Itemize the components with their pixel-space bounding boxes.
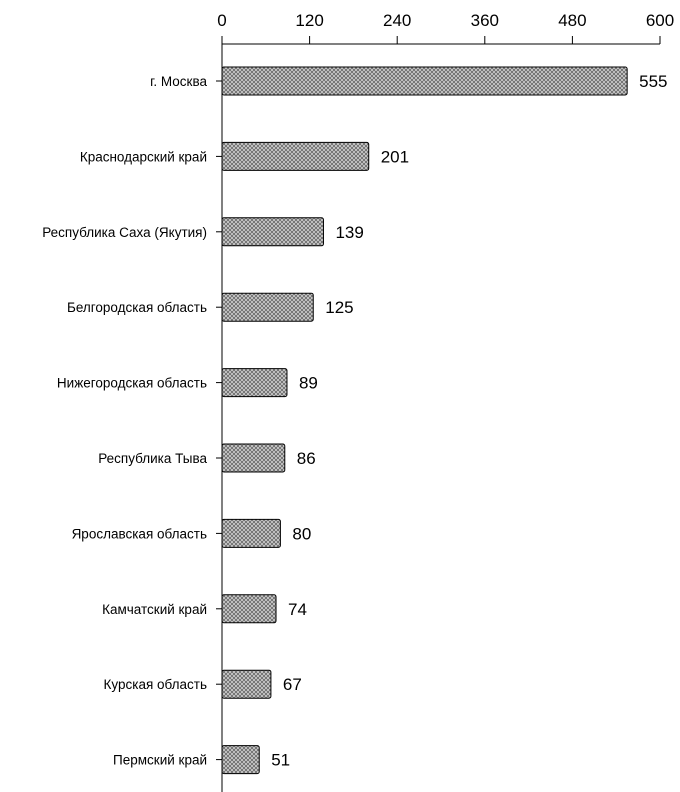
value-label: 74 [288, 600, 307, 619]
value-label: 86 [297, 449, 316, 468]
category-label: г. Москва [150, 74, 207, 89]
category-label: Нижегородская область [57, 376, 207, 391]
bar [221, 217, 324, 247]
category-label: Пермский край [113, 753, 207, 768]
x-tick-label: 0 [217, 11, 226, 30]
category-label: Республика Тыва [98, 451, 207, 466]
bars [221, 66, 628, 775]
category-labels: г. Москва Краснодарский край Республика Са… [42, 74, 207, 768]
x-tick-label: 240 [383, 11, 411, 30]
x-tick-label: 600 [646, 11, 674, 30]
bar [221, 141, 370, 171]
category-label: Республика Саха (Якутия) [42, 225, 207, 240]
value-label: 201 [381, 147, 409, 166]
x-tick-label: 360 [471, 11, 499, 30]
value-label: 125 [325, 298, 353, 317]
bar [221, 368, 288, 398]
value-label: 139 [335, 223, 363, 242]
bar [221, 669, 272, 699]
x-axis: 0 120 240 360 480 600 [217, 11, 674, 45]
value-label: 89 [299, 374, 318, 393]
value-label: 51 [271, 751, 290, 770]
value-label: 67 [283, 675, 302, 694]
category-label: Курская область [104, 677, 207, 692]
value-label: 555 [639, 72, 667, 91]
x-tick-label: 120 [295, 11, 323, 30]
value-labels: 555 201 139 125 89 86 80 74 67 51 [271, 72, 667, 770]
bar [221, 745, 260, 775]
category-label: Камчатский край [102, 602, 207, 617]
category-label: Белгородская область [67, 300, 207, 315]
bar [221, 443, 286, 473]
bar [221, 594, 277, 624]
category-label: Ярославская область [72, 526, 207, 541]
value-label: 80 [292, 524, 311, 543]
x-tick-label: 480 [558, 11, 586, 30]
category-label: Краснодарский край [80, 149, 207, 164]
bar [221, 518, 281, 548]
bar [221, 66, 628, 96]
bar [221, 292, 314, 322]
y-axis [216, 44, 223, 792]
